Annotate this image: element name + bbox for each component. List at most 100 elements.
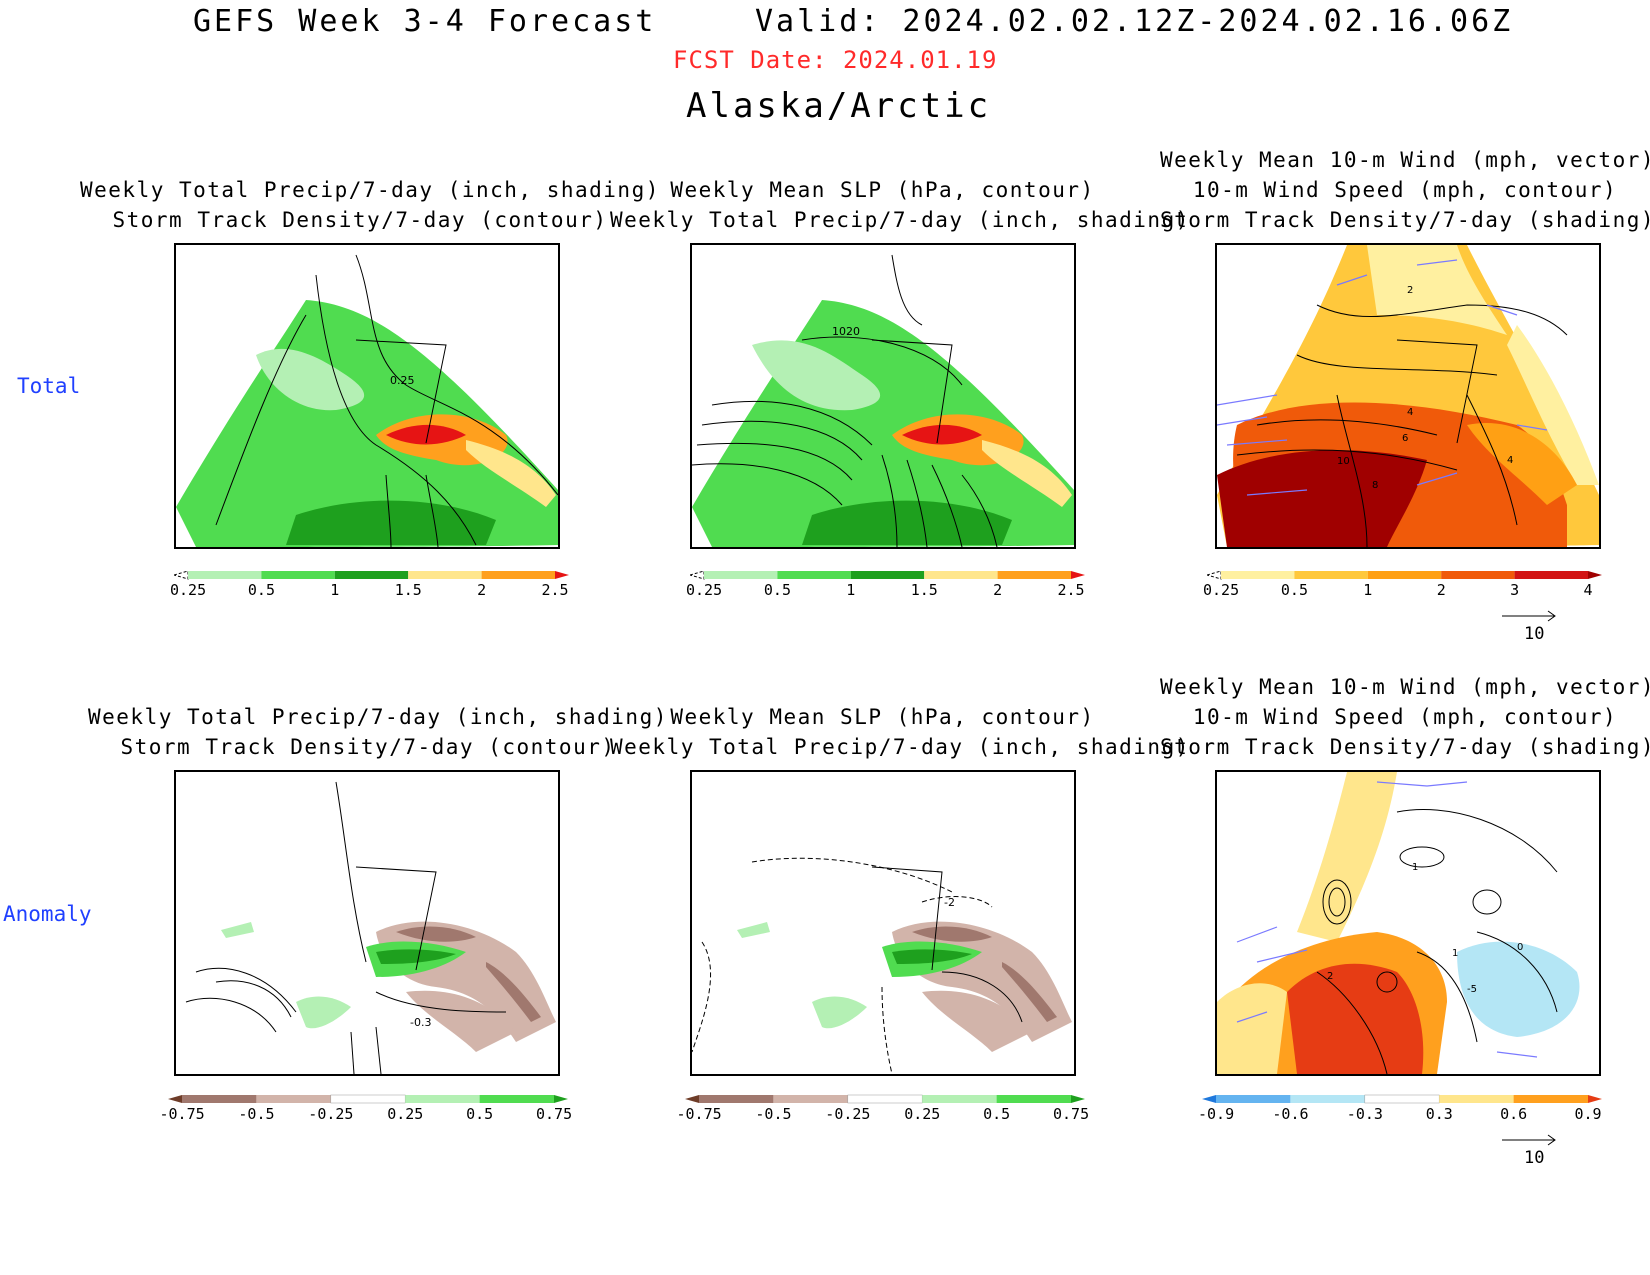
wind-vector: [1236, 926, 1278, 943]
contour-label: 4: [1407, 407, 1413, 418]
isobar: [891, 254, 923, 326]
wind-contour: [1322, 879, 1352, 925]
colorbar-tick-label: 0.9: [1574, 1105, 1602, 1123]
colorbar-swatch: [773, 1095, 848, 1103]
colorbar-swatches: [685, 1094, 1085, 1104]
colorbar-tick-label: 0.75: [536, 1105, 573, 1123]
panel-a3-title-line1: 10-m Wind Speed (mph, contour): [1192, 705, 1618, 729]
colorbar-swatch: [1216, 1095, 1291, 1103]
colorbar-tick-label: 0.5: [1280, 581, 1308, 599]
colorbar-swatches: [1207, 570, 1602, 580]
anom-shading-red: [1287, 963, 1424, 1074]
colorbar-tick-label: 1: [1363, 581, 1373, 599]
colorbar-tick-label: 0.25: [170, 581, 207, 599]
wind-contour: [1472, 889, 1502, 915]
colorbar-swatch: [330, 1094, 406, 1104]
colorbar-swatch: [334, 571, 409, 579]
slp-anomaly-contour: [881, 986, 893, 1074]
wind-contour: [1296, 354, 1498, 376]
colorbar-swatch: [777, 571, 851, 579]
colorbar-tick-label: 1: [846, 581, 856, 599]
colorbar-swatch: [922, 1095, 997, 1103]
panel-t3-title-line1: 10-m Wind Speed (mph, contour): [1192, 178, 1618, 202]
storm-shading-yellow: [1367, 245, 1507, 335]
colorbar-swatch: [690, 570, 705, 580]
colorbar-swatch: [261, 571, 335, 579]
wind-vector: [1226, 439, 1288, 446]
isobar: [801, 336, 963, 386]
panel-a1-title-line2: Storm Track Density/7-day (contour): [120, 735, 616, 759]
colorbar-swatch: [168, 1095, 182, 1103]
vector-legend-total: 10: [1500, 608, 1560, 648]
map-panel-anom-precip-storm: -0.3: [174, 770, 560, 1076]
panel-t3-title: Weekly Mean 10-m Wind (mph, vector) 10-m…: [1160, 145, 1650, 235]
colorbar-swatch: [1294, 571, 1368, 579]
colorbar-tick-label: -0.5: [238, 1105, 275, 1123]
colorbar-precip-total: 0.25 0.5 1 1.5 2 2.5: [686, 569, 1085, 609]
contour-line: [425, 474, 439, 547]
wind-vector: [1416, 259, 1458, 266]
panel-t3-title-line2: Storm Track Density/7-day (shading): [1160, 208, 1650, 232]
colorbar-swatch: [174, 570, 189, 580]
map-panel-total-precip-storm: 0.25: [174, 243, 560, 549]
contour-line: [195, 967, 297, 1013]
wind-vector: [1516, 424, 1548, 431]
colorbar-storm-total: 0.25 0.5 1 2 3 4: [1203, 569, 1602, 609]
colorbar-swatch: [1207, 570, 1222, 580]
contour-line: [315, 274, 477, 546]
storm-shading-orange: [1467, 423, 1577, 505]
wind-contour: [1328, 887, 1346, 917]
contour-label: 1: [1412, 862, 1418, 873]
coastline-border: [1396, 339, 1478, 444]
map-panel-anom-wind-storm: 2 1 1 -5 0: [1215, 770, 1601, 1076]
wind-contour: [1466, 394, 1518, 526]
anom-shading-darkgreen: [376, 949, 456, 964]
contour-label: 0.25: [390, 374, 415, 387]
wind-contour: [1399, 846, 1445, 868]
wind-contour: [1316, 971, 1388, 1074]
wind-contour: [1416, 951, 1478, 1043]
vector-legend-value: 10: [1524, 1148, 1545, 1168]
storm-shading-yellow: [1507, 325, 1599, 485]
colorbar-tick-label: 0.25: [686, 581, 723, 599]
colorbar-tick-label: 2.5: [541, 581, 569, 599]
anom-shading-brown: [486, 962, 541, 1022]
panel-a2-title-line1: Weekly Mean SLP (hPa, contour): [670, 705, 1095, 729]
anom-shading-yellow: [1297, 772, 1397, 942]
panel-t1-title-line2: Storm Track Density/7-day (contour): [112, 208, 608, 232]
anom-shading-yellow: [1217, 983, 1287, 1074]
wind-vector: [1426, 781, 1468, 787]
wind-contour: [1476, 931, 1558, 1013]
colorbar-tick-label: -0.5: [755, 1105, 792, 1123]
colorbar-swatch: [555, 571, 569, 579]
colorbar-swatch: [188, 571, 262, 579]
contour-label: -5: [1467, 984, 1477, 995]
contour-label: 6: [1402, 433, 1408, 444]
colorbar-tick-label: -0.25: [825, 1105, 871, 1123]
colorbar-tick-label: 0.5: [466, 1105, 494, 1123]
isobar: [906, 459, 928, 547]
vector-legend-anomaly: 10: [1500, 1132, 1560, 1172]
contour-label: -2: [944, 896, 955, 909]
colorbar-swatch: [685, 1095, 699, 1103]
wind-vector: [1256, 949, 1308, 963]
panel-a3-title-line2: Storm Track Density/7-day (shading): [1160, 735, 1650, 759]
wind-vector: [1416, 472, 1458, 486]
anom-shading-lightgreen: [221, 922, 254, 938]
precip-shading-red: [902, 424, 982, 445]
colorbar-precip-anomaly: -0.75 -0.5 -0.25 0.25 0.5 0.75: [677, 1093, 1089, 1133]
isobar: [696, 442, 853, 481]
slp-anomaly-contour: [751, 857, 953, 893]
anom-shading-darkgreen: [892, 949, 972, 964]
slp-anomaly-contour: [921, 896, 993, 908]
precip-shading-light: [752, 340, 881, 411]
wind-vector: [1376, 781, 1428, 787]
anom-shading-lightgreen: [737, 922, 770, 938]
colorbar-tick-label: -0.6: [1272, 1105, 1309, 1123]
contour-line: [215, 980, 292, 1018]
contour-line: [350, 1031, 355, 1074]
wind-contour: [1376, 971, 1398, 993]
colorbar-swatch: [408, 571, 482, 579]
contour-line: [215, 314, 307, 526]
colorbar-swatch: [704, 571, 778, 579]
